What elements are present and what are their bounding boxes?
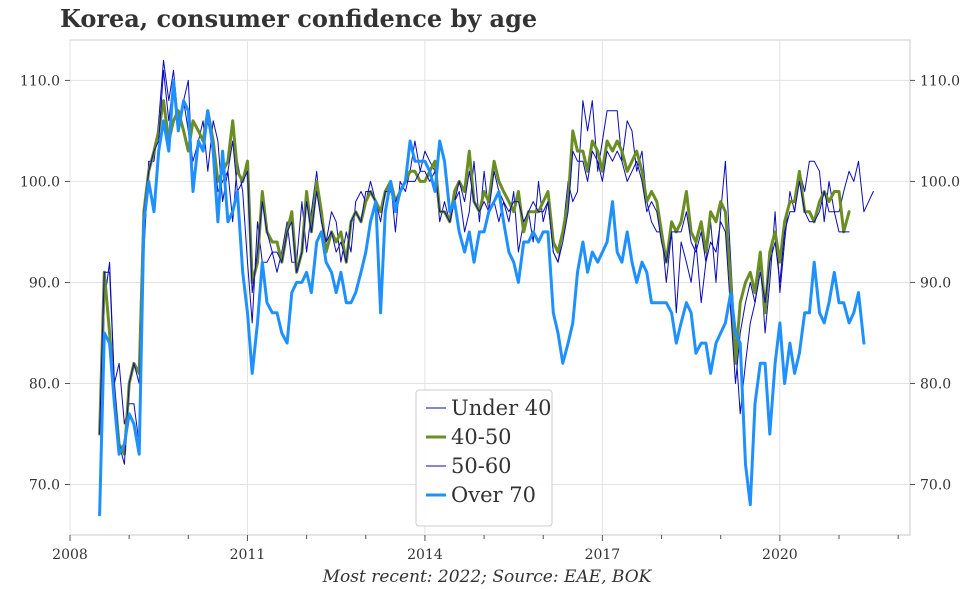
source-footnote: Most recent: 2022; Source: EAE, BOK bbox=[322, 567, 653, 587]
legend-label: 40-50 bbox=[451, 425, 512, 449]
y-tick-label-left: 90.0 bbox=[29, 275, 60, 291]
y-tick-label-left: 70.0 bbox=[29, 477, 60, 493]
series-layer bbox=[98, 59, 874, 517]
y-tick-label-right: 100.0 bbox=[920, 174, 960, 190]
legend-label: Under 40 bbox=[451, 396, 552, 420]
y-tick-label-left: 100.0 bbox=[20, 174, 60, 190]
x-tick-label: 2017 bbox=[585, 547, 621, 563]
y-tick-label-right: 110.0 bbox=[920, 73, 960, 89]
legend-label: 50-60 bbox=[451, 454, 512, 478]
series-line-1 bbox=[99, 59, 874, 516]
y-tick-label-right: 90.0 bbox=[920, 275, 951, 291]
chart-title: Korea, consumer confidence by age bbox=[60, 4, 538, 33]
axes: 70.0 70.0 80.0 80.0 90.0 90.0 100.0 100.0 110.0 1… bbox=[20, 73, 960, 563]
y-tick-label-left: 110.0 bbox=[20, 73, 60, 89]
legend: Under 40 40-50 50-60 Over 70 bbox=[415, 389, 553, 527]
x-tick-label: 2008 bbox=[52, 547, 88, 563]
series-line-4 bbox=[98, 78, 866, 517]
x-tick-label: 2011 bbox=[230, 547, 266, 563]
y-tick-label-right: 80.0 bbox=[920, 376, 951, 392]
legend-box bbox=[415, 389, 553, 527]
legend-label: Over 70 bbox=[451, 483, 536, 507]
y-tick-label-left: 80.0 bbox=[29, 376, 60, 392]
x-tick-label: 2014 bbox=[407, 547, 443, 563]
y-tick-label-right: 70.0 bbox=[920, 477, 951, 493]
x-tick-label: 2020 bbox=[762, 547, 798, 563]
